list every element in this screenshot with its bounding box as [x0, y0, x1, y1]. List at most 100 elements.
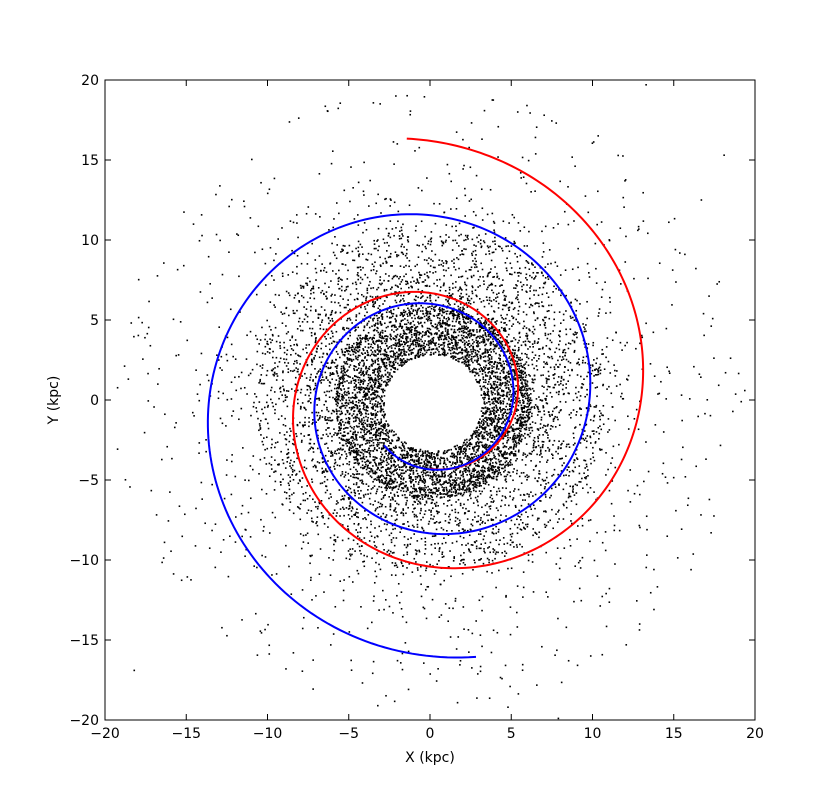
scatter-point: [471, 470, 474, 472]
scatter-point: [351, 407, 354, 410]
scatter-point: [497, 375, 499, 378]
scatter-point: [381, 466, 384, 468]
scatter-point: [403, 544, 406, 546]
scatter-point: [420, 509, 422, 512]
scatter-point: [376, 349, 379, 351]
scatter-point: [486, 392, 489, 395]
scatter-point: [406, 469, 409, 471]
scatter-point: [454, 331, 457, 334]
scatter-point: [484, 446, 487, 449]
scatter-point: [372, 397, 374, 399]
scatter-point: [394, 357, 397, 360]
scatter-point: [482, 421, 485, 424]
scatter-point: [404, 464, 406, 467]
scatter-point: [380, 425, 383, 427]
scatter-point: [471, 353, 473, 355]
scatter-point: [346, 391, 348, 394]
scatter-point: [355, 458, 357, 461]
scatter-point: [413, 483, 415, 486]
scatter-point: [449, 473, 452, 475]
scatter-point: [450, 464, 453, 467]
scatter-point: [487, 400, 490, 403]
scatter-point: [498, 347, 500, 350]
scatter-point: [414, 507, 416, 509]
scatter-point: [335, 330, 338, 333]
scatter-point: [479, 370, 481, 373]
scatter-point: [370, 428, 373, 431]
scatter-point: [483, 341, 486, 344]
scatter-point: [563, 462, 565, 464]
scatter-point: [487, 383, 489, 385]
scatter-point: [369, 461, 372, 464]
scatter-point: [572, 470, 575, 473]
scatter-point: [292, 309, 295, 312]
scatter-point: [356, 391, 359, 394]
scatter-point: [494, 470, 496, 473]
scatter-point: [363, 406, 365, 408]
scatter-point: [395, 326, 397, 328]
scatter-point: [482, 341, 485, 344]
scatter-point: [497, 368, 500, 370]
scatter-point: [472, 355, 475, 358]
scatter-point: [457, 313, 459, 315]
scatter-point: [436, 481, 438, 484]
scatter-point: [438, 308, 440, 311]
scatter-point: [429, 466, 432, 469]
scatter-point: [366, 460, 368, 463]
scatter-point: [369, 400, 372, 402]
scatter-point: [516, 421, 518, 423]
scatter-point: [425, 457, 428, 460]
scatter-point: [313, 464, 316, 467]
scatter-point: [450, 476, 453, 478]
scatter-point: [393, 326, 396, 328]
scatter-point: [426, 453, 428, 456]
scatter-point: [501, 422, 503, 425]
scatter-point: [419, 297, 422, 299]
scatter-point: [504, 466, 506, 469]
scatter-point: [399, 323, 402, 325]
scatter-point: [482, 415, 484, 417]
scatter-point: [499, 409, 502, 411]
scatter-point: [421, 450, 424, 453]
scatter-point: [387, 467, 389, 469]
scatter-point: [346, 363, 349, 365]
scatter-point: [441, 310, 444, 312]
scatter-point: [404, 360, 406, 362]
scatter-point: [464, 454, 467, 457]
scatter-point: [385, 326, 388, 329]
scatter-point: [461, 348, 464, 351]
scatter-point: [528, 400, 530, 403]
scatter-point: [483, 460, 485, 463]
scatter-point: [466, 445, 469, 447]
scatter-point: [347, 420, 350, 423]
scatter-point: [379, 336, 382, 339]
scatter-point: [394, 251, 397, 253]
scatter-point: [456, 488, 459, 491]
scatter-point: [358, 417, 360, 420]
scatter-point: [456, 460, 458, 462]
scatter-point: [372, 472, 375, 474]
scatter-point: [400, 359, 403, 361]
scatter-point: [339, 382, 342, 385]
scatter-point: [371, 436, 373, 439]
scatter-point: [396, 351, 398, 354]
scatter-point: [424, 451, 427, 454]
scatter-point: [366, 410, 369, 412]
scatter-point: [378, 383, 381, 386]
scatter-point: [379, 397, 382, 399]
scatter-point: [351, 396, 354, 399]
scatter-point: [403, 456, 406, 459]
scatter-point: [342, 428, 345, 430]
scatter-point: [409, 314, 411, 317]
scatter-point: [475, 427, 478, 430]
scatter-point: [527, 405, 530, 408]
scatter-point: [363, 374, 366, 376]
scatter-point: [394, 368, 397, 370]
scatter-point: [478, 433, 480, 436]
scatter-point: [368, 441, 371, 444]
scatter-point: [461, 483, 463, 485]
scatter-point: [421, 331, 424, 333]
scatter-point: [369, 385, 372, 388]
scatter-point: [543, 323, 546, 326]
scatter-point: [373, 384, 376, 387]
